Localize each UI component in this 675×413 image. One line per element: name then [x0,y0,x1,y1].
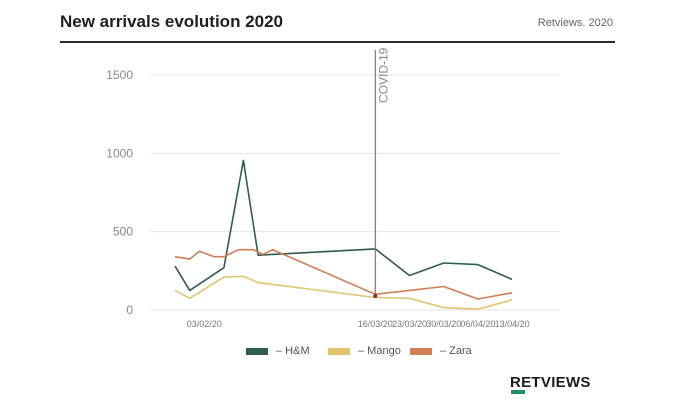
legend-label-mango: – Mango [358,345,401,357]
retviews-logo: RETVIEWS [510,374,591,391]
legend-swatch-hm [246,347,268,355]
x-tick-label: 06/04/20 [460,319,495,329]
series-lines [174,159,513,311]
legend-item-mango: – Mango [328,345,401,357]
y-tick-label: 0 [126,303,133,317]
legend-item-zara: – Zara [410,345,472,357]
x-tick-label: 13/04/20 [495,319,530,329]
legend-swatch-mango [328,347,350,355]
grid-lines [150,74,560,311]
covid-marker-dot [373,294,378,298]
covid-label: COVID-19 [376,47,390,103]
legend-label-hm: – H&M [276,345,310,357]
title-divider [60,41,615,43]
x-axis-ticks: 03/02/20 16/03/20 23/03/20 30/03/20 06/04/20… [187,319,530,329]
y-tick-label: 1000 [106,146,133,160]
y-tick-label: 500 [113,225,133,239]
chart-legend: – H&M – Mango – Zara [0,345,675,361]
covid-annotation: COVID-19 [373,47,390,298]
y-axis-ticks: 0 500 1000 1500 [106,68,133,317]
y-tick-label: 1500 [106,68,133,82]
legend-item-hm: – H&M [246,345,310,357]
chart-title: New arrivals evolution 2020 [60,12,283,31]
series-line-mango [174,275,513,311]
x-tick-label: 16/03/20 [358,319,393,329]
logo-accent-bar [511,390,525,394]
x-tick-label: 30/03/20 [426,319,461,329]
series-line-zara [174,248,513,300]
series-line-hm [174,159,513,292]
source-label: Retviews. 2020 [537,17,613,29]
legend-swatch-zara [410,347,432,355]
x-tick-label: 03/02/20 [187,319,222,329]
x-tick-label: 23/03/20 [392,319,427,329]
legend-label-zara: – Zara [440,345,472,357]
